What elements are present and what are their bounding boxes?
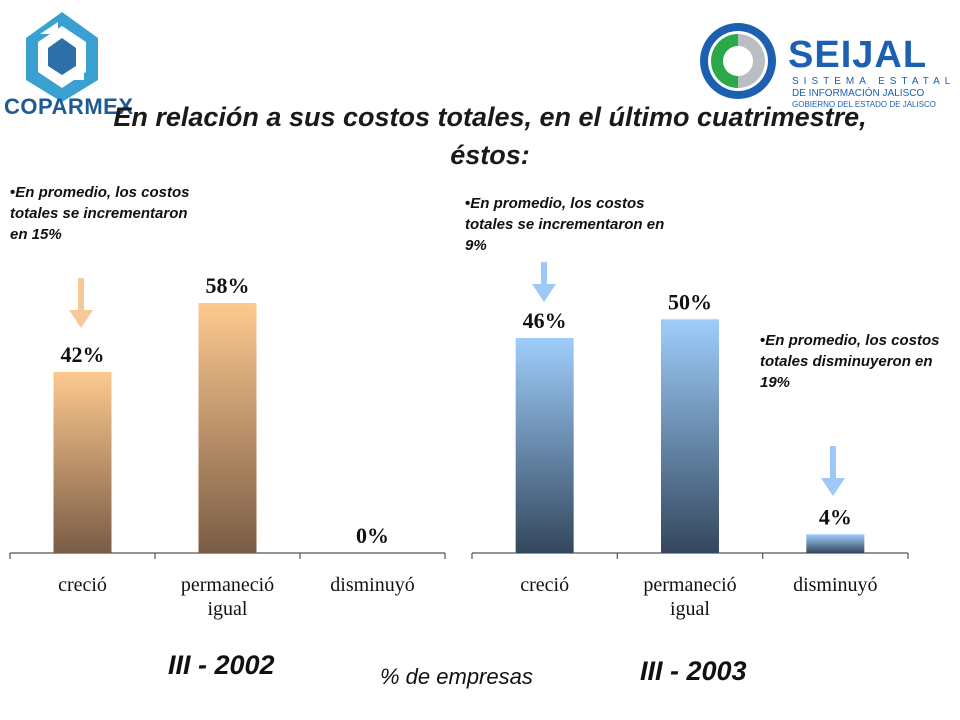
bar-2 (198, 303, 257, 553)
arrow-down-icon-left (69, 278, 93, 328)
arrow-right-shaft (830, 446, 836, 480)
x-tick-label: permaneció (181, 574, 274, 596)
bullet-icon: • (760, 332, 766, 349)
seijal-line3: GOBIERNO DEL ESTADO DE JALISCO (792, 100, 937, 109)
data-label: 46% (523, 308, 567, 333)
units-label: % de empresas (380, 664, 533, 689)
period-left: III - 2002 (168, 650, 275, 680)
seijal-line2: DE INFORMACIÓN JALISCO (792, 88, 925, 99)
note-middle: •En promedio, los costos totales se incr… (465, 193, 690, 256)
arrow-left-head (69, 310, 93, 328)
bar-1 (515, 338, 574, 553)
data-label: 58% (206, 273, 250, 298)
coparmex-logo-text: COPARMEX (4, 94, 134, 119)
arrow-right-head (821, 478, 845, 496)
x-tick-label: igual (208, 598, 248, 620)
bullet-icon: • (465, 195, 471, 212)
seijal-name: SEIJAL (788, 34, 928, 76)
arrow-middle-shaft (541, 262, 547, 286)
x-tick-label: creció (520, 574, 569, 596)
x-tick-label: igual (670, 598, 710, 620)
note-right-text: En promedio, los costos totales disminuy… (760, 332, 940, 391)
data-label: 50% (668, 289, 712, 314)
seijal-emblem-icon (700, 23, 776, 99)
seijal-logo: SEIJAL SISTEMA ESTATAL DE INFORMACIÓN JA… (696, 18, 956, 114)
coparmex-emblem-icon (26, 12, 98, 102)
arrow-down-icon-middle (532, 262, 556, 302)
bullet-icon: • (10, 184, 16, 201)
x-tick-label: disminuyó (330, 574, 414, 596)
coparmex-logo: COPARMEX (0, 8, 133, 126)
data-label: 42% (61, 342, 105, 367)
bar-2 (661, 319, 719, 553)
data-label: 0% (356, 523, 389, 548)
note-middle-text: En promedio, los costos totales se incre… (465, 195, 665, 254)
bar-3 (806, 534, 865, 553)
bar-1 (53, 372, 112, 553)
note-left-text: En promedio, los costos totales se incre… (10, 184, 190, 243)
period-right: III - 2003 (640, 656, 747, 686)
page-title: En relación a sus costos totales, en el … (113, 102, 867, 170)
arrow-middle-head (532, 284, 556, 302)
x-tick-label: creció (58, 574, 107, 596)
x-tick-label: disminuyó (793, 574, 877, 596)
note-left: •En promedio, los costos totales se incr… (10, 182, 195, 245)
data-label: 4% (819, 504, 852, 529)
seijal-line1: SISTEMA ESTATAL (792, 76, 956, 87)
x-tick-label: permaneció (643, 574, 736, 596)
arrow-left-shaft (78, 278, 84, 312)
note-right: •En promedio, los costos totales disminu… (760, 330, 950, 393)
arrow-down-icon-right (821, 446, 845, 496)
